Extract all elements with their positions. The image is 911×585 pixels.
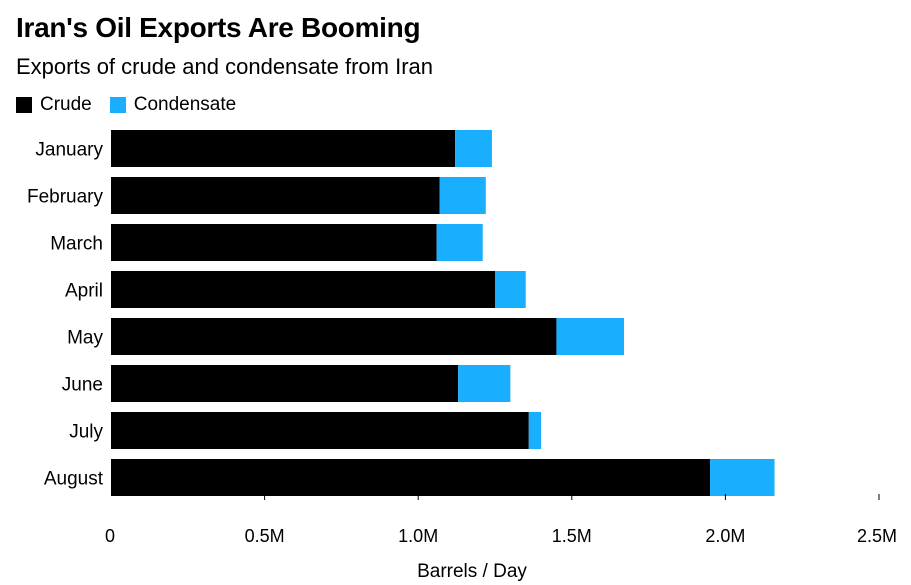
bar-crude xyxy=(111,130,456,167)
bar-crude xyxy=(111,271,495,308)
chart-subtitle: Exports of crude and condensate from Ira… xyxy=(16,54,434,79)
bar-crude xyxy=(111,365,459,402)
x-tick-label: 1.0M xyxy=(398,526,438,546)
x-tick-label: 0 xyxy=(105,526,115,546)
category-label: February xyxy=(27,187,104,208)
bar-crude xyxy=(111,459,711,496)
legend-item-crude: Crude xyxy=(16,94,92,116)
bar-crude xyxy=(111,318,557,355)
category-label: July xyxy=(69,422,103,443)
legend-swatch-condensate xyxy=(109,97,126,113)
x-axis-label: Barrels / Day xyxy=(417,561,527,582)
category-label: March xyxy=(50,234,103,255)
legend-item-condensate: Condensate xyxy=(109,94,237,116)
bar-condensate xyxy=(495,271,526,308)
chart-title: Iran's Oil Exports Are Booming xyxy=(16,12,421,43)
category-label: January xyxy=(35,140,103,161)
bar-crude xyxy=(111,224,437,261)
legend-label-condensate: Condensate xyxy=(133,94,237,115)
bar-condensate xyxy=(439,177,486,214)
category-label: August xyxy=(44,469,104,490)
legend-swatch-crude xyxy=(16,97,32,113)
x-tick-label: 2.5M xyxy=(857,526,897,546)
bar-condensate xyxy=(436,224,483,261)
x-tick-label: 1.5M xyxy=(552,526,592,546)
x-tick-label: 0.5M xyxy=(245,526,285,546)
bar-crude xyxy=(111,412,529,449)
bar-condensate xyxy=(458,365,511,402)
legend-label-crude: Crude xyxy=(40,94,92,115)
category-label: May xyxy=(67,328,103,349)
category-label: April xyxy=(65,281,103,302)
bar-condensate xyxy=(710,459,775,496)
category-label: June xyxy=(62,375,103,396)
bar-condensate xyxy=(455,130,492,167)
legend: Crude Condensate xyxy=(16,94,254,116)
bar-crude xyxy=(111,177,440,214)
x-tick-label: 2.0M xyxy=(705,526,745,546)
bar-condensate xyxy=(528,412,542,449)
bar-condensate xyxy=(556,318,625,355)
